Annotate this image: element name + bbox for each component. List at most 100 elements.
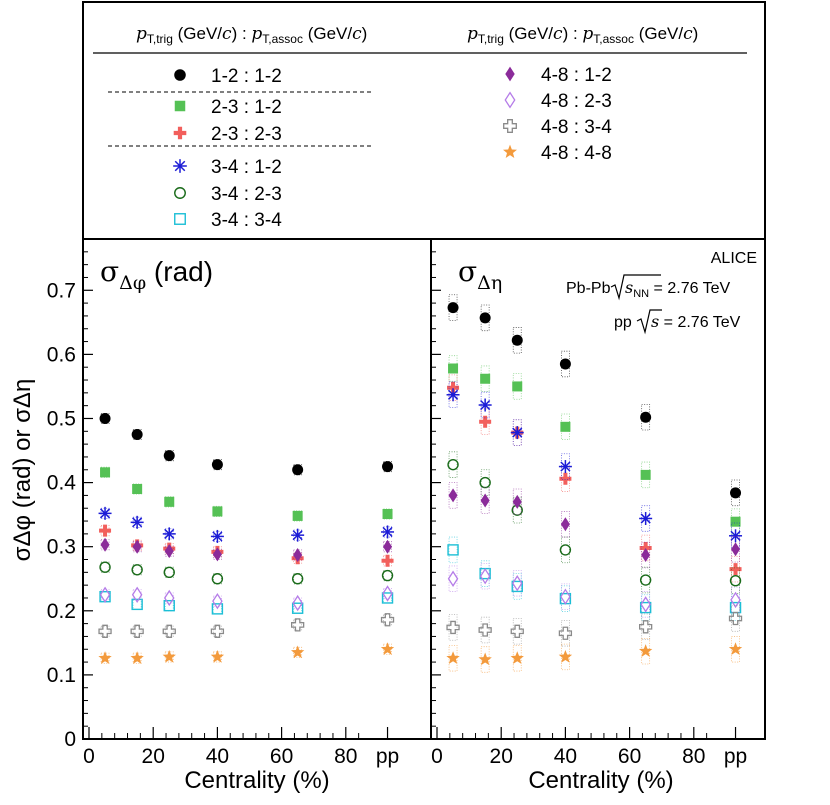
data-point [639,574,652,586]
error-band [641,591,651,618]
data-point [211,573,224,585]
legend-marker [503,144,517,158]
data-point [640,411,652,423]
legend-marker [173,159,187,173]
legend-marker [173,126,187,140]
data-point [447,458,459,471]
data-point [164,544,174,559]
x-tick-label: pp [376,745,399,768]
data-point [510,651,524,664]
data-point [639,541,652,554]
left-panel-title: σΔφ (rad) [100,255,213,294]
error-band [212,625,222,637]
legend-label: 4-8 : 3-4 [541,117,612,138]
y-tick-label: 0.2 [47,600,76,623]
data-point [511,580,523,593]
error-band [293,573,303,585]
data-point [479,476,491,489]
series-4-8-1-2 [100,537,393,563]
data-point [99,412,111,424]
data-point [560,517,570,532]
data-point [99,561,111,573]
error-band [212,651,222,663]
data-point [212,592,223,610]
data-point [291,528,305,542]
x-axis-title-right: Centrality (%) [528,767,673,794]
error-band [641,637,651,665]
error-band [512,645,522,672]
data-point [730,516,741,527]
legend-label: 3-4 : 2-3 [211,184,282,205]
data-point [210,529,224,543]
series-3-4-1-2 [98,506,395,543]
data-point [639,601,652,614]
data-point [447,381,460,394]
error-band [448,536,458,564]
legend-marker [174,100,186,112]
data-point [639,620,653,634]
error-band [132,564,142,576]
series-4-8-4-8 [98,642,395,664]
right-panel-frame [430,238,766,740]
data-point [212,506,223,517]
data-point [448,363,459,374]
data-point [512,381,523,392]
series-4-8-2-3 [447,562,741,618]
data-point [729,574,742,587]
data-point [446,620,460,635]
y-tick-label: 0.6 [47,343,76,366]
data-point [381,569,394,582]
y-tick-label: 0.1 [47,664,76,687]
data-point [447,570,459,587]
error-band [448,451,458,478]
x-tick-label: pp [724,745,747,768]
data-point [131,598,143,611]
series-3-4-1-2 [446,381,743,550]
error-band [448,614,458,641]
error-band [132,598,142,610]
error-band [100,561,110,573]
data-point [729,563,742,576]
data-point [381,554,394,567]
y-tick-label: 0.4 [47,472,77,495]
error-band [641,613,651,641]
data-point [511,334,523,346]
legend-label: 3-4 : 3-4 [211,210,282,231]
data-point [479,415,492,428]
legend-marker [174,213,186,225]
series-4-8-3-4 [98,613,395,638]
error-band [480,616,490,644]
x-axis-title-left: Centrality (%) [184,767,329,794]
data-point [99,586,111,603]
series-3-4-2-3 [99,561,394,585]
pp-energy-label: pp s = 2.76 TeV [614,309,741,335]
series-3-4-2-3 [447,451,742,594]
data-point [639,511,653,525]
series-2-3-1-2 [100,466,393,522]
data-point [559,544,572,556]
y-axis-title: σΔφ (rad) or σΔη [9,379,36,562]
data-point [100,467,111,478]
error-band [212,603,222,615]
error-band [293,619,303,631]
data-point [447,544,459,556]
data-point [382,585,393,602]
data-point [98,506,112,520]
svg-text:sNN = 2.76 TeV: sNN = 2.76 TeV [625,278,731,300]
error-band [448,645,458,672]
legend-entry: 3-4 : 2-3 [174,184,282,205]
series-1-2-1-2 [99,412,394,476]
legend-marker [174,187,186,199]
data-point [211,603,224,615]
data-point [446,651,460,664]
data-point [163,566,175,579]
error-band [512,618,522,645]
y-tick-label: 0.5 [47,407,76,430]
data-point [130,515,144,529]
error-band [212,573,222,585]
error-band [480,469,490,496]
x-tick-label: 0 [431,745,443,768]
x-tick-label: 0 [83,745,95,768]
data-point [480,373,491,384]
